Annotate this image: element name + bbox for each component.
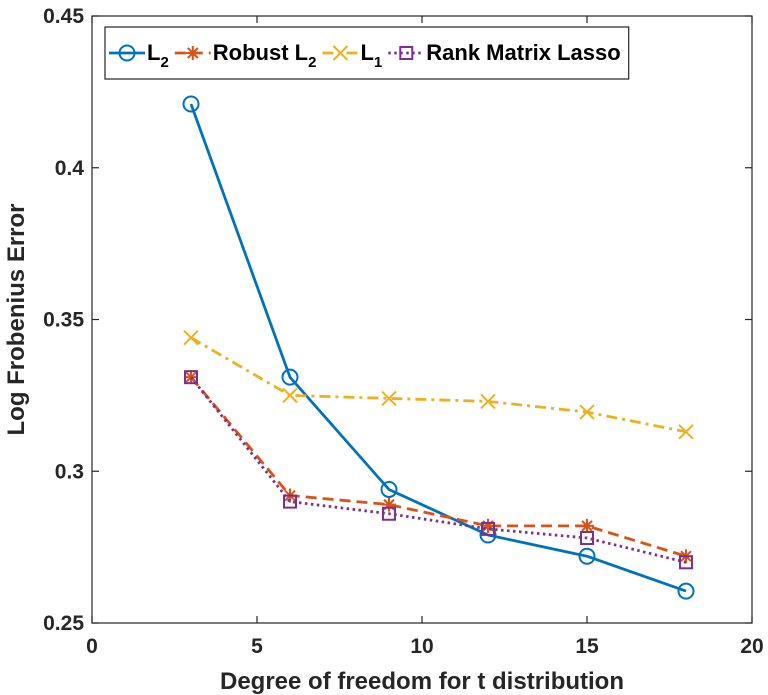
data-point — [679, 555, 693, 570]
legend-marker — [118, 44, 136, 62]
x-tick-label: 15 — [575, 635, 599, 658]
y-tick-label: 0.25 — [43, 612, 84, 635]
axes: 0 5 10 15 20 0.25 0.3 0.35 0.4 0.45 — [43, 5, 764, 658]
data-point — [184, 370, 198, 385]
data-point — [579, 404, 595, 420]
data-point — [578, 547, 596, 565]
series-line — [189, 376, 687, 558]
series-1 — [182, 95, 695, 600]
series-layer — [182, 95, 695, 600]
series-4 — [184, 370, 693, 570]
data-point — [480, 393, 496, 410]
plot-area — [92, 16, 752, 623]
data-point — [481, 518, 495, 533]
data-point — [282, 387, 298, 404]
data-point — [677, 582, 695, 600]
data-point — [580, 518, 594, 533]
series-3 — [183, 330, 694, 440]
legend-marker — [185, 46, 200, 60]
x-tick-label: 5 — [251, 635, 263, 658]
data-point — [382, 506, 396, 521]
data-point — [380, 480, 398, 498]
x-tick-label: 10 — [410, 635, 433, 658]
legend-item-4: Rank Matrix Lasso — [388, 40, 621, 65]
data-point — [678, 424, 694, 440]
data-point — [382, 497, 396, 512]
data-point — [580, 531, 594, 546]
legend: L2 Robust L2 L1 Rank Matrix Lasso — [104, 26, 630, 80]
x-tick-label: 20 — [740, 635, 763, 658]
series-line — [189, 376, 687, 564]
data-point — [182, 95, 200, 113]
data-point — [481, 521, 495, 536]
data-point — [183, 330, 199, 346]
series-line — [189, 103, 687, 593]
data-point — [283, 494, 297, 509]
x-tick-label: 0 — [86, 635, 98, 658]
data-point — [381, 390, 397, 407]
data-point — [281, 368, 299, 386]
y-tick-label: 0.45 — [43, 5, 84, 28]
y-tick-label: 0.3 — [55, 460, 84, 483]
legend-marker — [399, 46, 414, 60]
x-axis-title: Degree of freedom for t distribution — [220, 668, 624, 695]
y-tick-label: 0.35 — [43, 309, 84, 332]
legend-label: Rank Matrix Lasso — [426, 40, 620, 65]
legend-marker — [332, 45, 349, 61]
y-axis-title: Log Frobenius Error — [3, 203, 30, 435]
data-point — [184, 370, 198, 385]
y-tick-label: 0.4 — [55, 157, 85, 180]
